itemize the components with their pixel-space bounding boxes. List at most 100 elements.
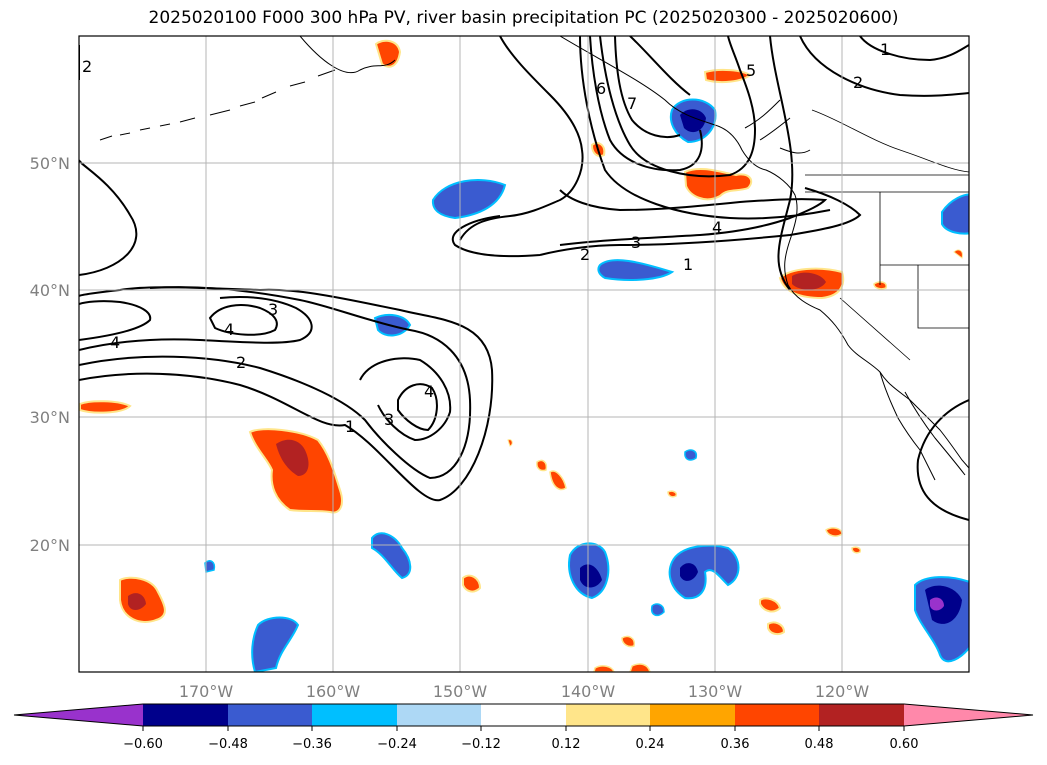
lon-label: 170°W: [179, 682, 234, 701]
precip-patch-negative-core: [680, 563, 698, 581]
colorbar-tick-label: 0.48: [805, 737, 834, 752]
precip-patch-negative: [668, 544, 740, 600]
pv-contour-label: 3: [631, 233, 641, 252]
pv-contour-label: 2: [853, 73, 863, 92]
pv-contour-label: 1: [683, 255, 693, 274]
pv-contour-4: [79, 300, 152, 341]
colorbar-tick-label: −0.24: [377, 737, 417, 752]
colorbar-tick-label: 0.60: [890, 737, 919, 752]
gridlines: [79, 36, 969, 672]
colorbar-extend-min: [14, 704, 143, 726]
precip-patch-negative-core: [580, 564, 602, 588]
colorbar-segment: [819, 704, 904, 726]
west-coast-coastline: [559, 36, 969, 469]
pv-contour-4: [208, 304, 278, 336]
precip-patch-positive: [79, 400, 132, 414]
pv-contour-1: [79, 159, 138, 276]
precip-patch-negative-peak: [930, 597, 944, 611]
precip-patch-positive: [851, 546, 862, 554]
pv-contour-label: 4: [424, 382, 434, 401]
precip-patch-negative: [650, 603, 665, 617]
colorbar: −0.60 −0.48 −0.36 −0.24 −0.12 0.12 0.24 …: [13, 703, 1034, 752]
colorbar-tick-label: 0.36: [721, 737, 750, 752]
pv-contour-1: [769, 36, 794, 291]
pv-contour-4: [579, 36, 831, 220]
map-title: 2025020100 F000 300 hPa PV, river basin …: [148, 8, 899, 28]
pv-contour-label: 6: [596, 79, 606, 98]
precip-patch-positive-core: [792, 272, 826, 290]
coastlines: [99, 36, 969, 481]
colorbar-tick-label: −0.60: [123, 737, 163, 752]
precip-patch-negative: [431, 179, 507, 220]
pv-contour-1: [916, 399, 969, 521]
pv-contour-label: 3: [268, 300, 278, 319]
precip-patch-positive: [507, 439, 513, 447]
precip-patch-negative: [204, 560, 216, 573]
pv-contour-label: 4: [224, 320, 234, 339]
colorbar-segment: [143, 704, 228, 726]
pv-contour-label: 5: [746, 61, 756, 80]
pv-contour-6: [589, 36, 703, 172]
pv-contour-label: 7: [627, 94, 637, 113]
precip-patch-positive: [825, 527, 843, 537]
precip-patch-positive: [621, 635, 636, 648]
precip-patch-positive: [873, 281, 888, 290]
colorbar-tick-label: 0.12: [552, 737, 581, 752]
precip-patch-negative: [251, 616, 300, 672]
precip-patch-positive: [593, 665, 615, 672]
lon-label: 160°W: [306, 682, 361, 701]
pv-contour-label: 2: [82, 57, 92, 76]
precip-patch-negative: [597, 259, 675, 281]
precip-patch-positive-core: [128, 593, 146, 610]
precip-patch-positive: [549, 470, 567, 491]
alaska-coastline: [299, 36, 396, 74]
colorbar-segment: [228, 704, 312, 726]
colorbar-segment: [650, 704, 735, 726]
lon-label: 140°W: [561, 682, 616, 701]
colorbar-segment: [397, 704, 481, 726]
gulf-of-california-coast: [904, 391, 966, 476]
colorbar-segment: [481, 704, 566, 726]
state-borders: [805, 109, 969, 361]
pv-contour-label: 2: [236, 353, 246, 372]
precip-patch-positive-core: [276, 439, 309, 476]
precip-patches: [79, 39, 969, 672]
pv-contour-2: [451, 187, 862, 258]
colorbar-tick-label: −0.12: [461, 737, 501, 752]
pv-contour-label: 1: [345, 417, 355, 436]
precip-patch-negative: [684, 449, 698, 461]
pv-contour-5: [599, 36, 757, 178]
pv-contour-labels: 4 4 3 2 1 3 4 2 3 1 4 6 7 5 2 1 2: [82, 40, 890, 436]
lat-label: 50°N: [30, 154, 70, 173]
precip-patch-negative: [941, 193, 969, 235]
map-frame: [78, 35, 970, 673]
map-plot-area: 4 4 3 2 1 3 4 2 3 1 4 6 7 5 2 1 2: [79, 36, 969, 672]
pv-contour-label: 3: [384, 410, 394, 429]
colorbar-tick-label: 0.24: [636, 737, 665, 752]
baja-coastline: [879, 371, 936, 481]
pv-contour-label: 4: [712, 218, 722, 237]
precip-patch-positive: [536, 459, 548, 472]
precip-patch-positive: [667, 490, 678, 498]
latitude-labels: 50°N 40°N 30°N 20°N: [30, 154, 70, 555]
colorbar-segment: [312, 704, 397, 726]
pv-contour-label: 1: [880, 40, 890, 59]
lat-label: 40°N: [30, 281, 70, 300]
pv-contour-3: [79, 296, 313, 351]
lon-label: 150°W: [433, 682, 488, 701]
precip-patch-positive: [374, 39, 402, 68]
precip-patch-positive: [629, 663, 651, 672]
precip-patch-positive: [462, 574, 482, 593]
pv-contour-1: [459, 36, 584, 241]
colorbar-tick-label: −0.48: [208, 737, 248, 752]
lon-label: 130°W: [688, 682, 743, 701]
colorbar-segment: [566, 704, 650, 726]
pv-contours: [79, 36, 969, 521]
precip-patch-positive: [683, 168, 753, 201]
lon-label: 120°W: [815, 682, 870, 701]
pv-contour-label: 4: [110, 333, 120, 352]
pv-contour-4: [397, 383, 438, 432]
lat-label: 20°N: [30, 536, 70, 555]
precip-patch-negative: [371, 532, 412, 580]
